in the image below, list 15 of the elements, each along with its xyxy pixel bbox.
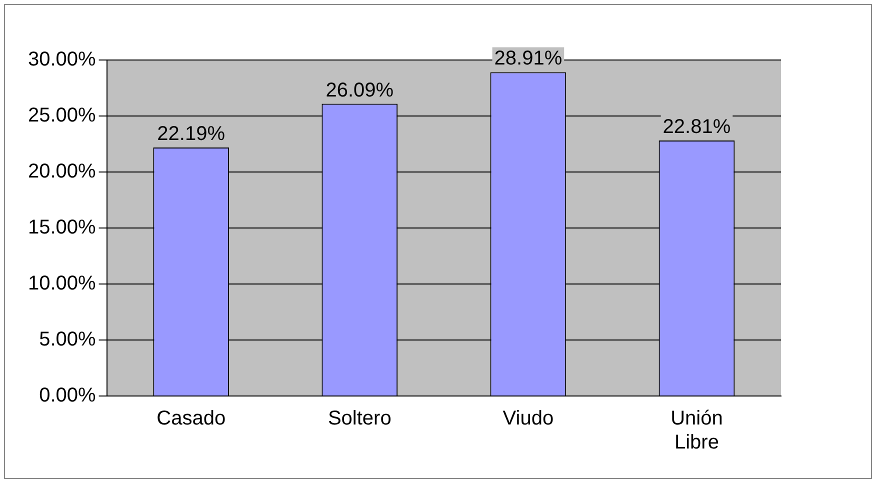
y-tick-label: 20.00% <box>28 160 96 183</box>
data-label: 26.09% <box>326 79 394 102</box>
y-tick-label: 30.00% <box>28 48 96 71</box>
data-label: 22.19% <box>157 122 226 145</box>
data-label: 22.81% <box>662 116 731 138</box>
data-label: 28.91% <box>494 48 562 70</box>
y-tick-label: 0.00% <box>39 384 96 407</box>
x-tick-label: Unión Libre <box>670 408 723 454</box>
y-tick-label: 15.00% <box>28 216 96 239</box>
x-tick-label: Casado <box>156 408 226 430</box>
y-tick-label: 5.00% <box>39 328 96 351</box>
x-tick-label: Soltero <box>328 408 392 430</box>
y-tick-label: 10.00% <box>28 272 96 295</box>
y-tick-label: 25.00% <box>28 104 96 127</box>
x-tick-label: Viudo <box>502 408 554 430</box>
